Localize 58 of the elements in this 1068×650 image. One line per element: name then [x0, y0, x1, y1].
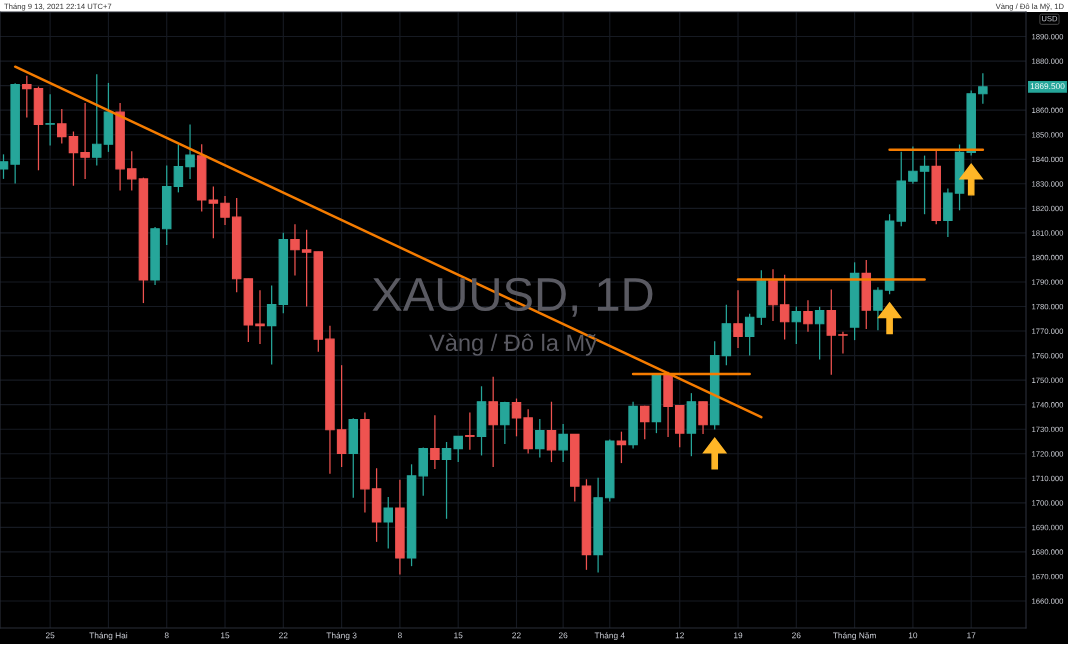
- candlestick: [185, 123, 195, 180]
- x-tick-label: 25: [45, 632, 55, 639]
- candlestick: [616, 431, 627, 464]
- candlestick: [733, 289, 743, 349]
- candlestick: [919, 154, 930, 215]
- candlestick: [57, 108, 67, 145]
- x-tick-label: Tháng Hai: [89, 632, 128, 641]
- candlestick: [336, 364, 347, 468]
- candlestick: [290, 223, 300, 277]
- candlestick: [558, 423, 568, 463]
- candlestick: [0, 153, 9, 180]
- text: 1869.500: [1030, 83, 1065, 90]
- x-tick-label: 12: [675, 632, 684, 639]
- text: Vàng / Đô la Mỹ: [429, 333, 597, 356]
- candlestick: [441, 441, 452, 520]
- candlestick: [535, 418, 545, 459]
- candlestick: [92, 73, 102, 167]
- candlestick: [791, 305, 802, 345]
- x-tick-label: 17: [967, 632, 976, 639]
- candlestick: [500, 401, 510, 445]
- candlestick: [873, 286, 883, 331]
- candlestick: [453, 435, 463, 463]
- candlestick: [511, 397, 522, 437]
- x-tick-label: 15: [221, 632, 230, 639]
- candlestick: [301, 229, 312, 308]
- candlestick: [68, 130, 79, 187]
- candlestick: [80, 102, 90, 180]
- x-tick-label: 22: [512, 632, 521, 639]
- candlestick: [126, 150, 137, 192]
- candlestick: [978, 72, 988, 105]
- candlestick: [173, 143, 184, 194]
- x-tick-label: 8: [397, 632, 402, 639]
- candlestick: [208, 185, 219, 239]
- candlestick: [838, 331, 848, 355]
- candlestick: [220, 195, 230, 226]
- x-tick-label: 26: [558, 632, 568, 639]
- candlestick: [430, 414, 440, 470]
- x-tick-label: 15: [454, 632, 463, 639]
- candlestick: [465, 411, 475, 451]
- candlestick: [803, 299, 813, 333]
- x-tick-label: 22: [279, 632, 288, 639]
- candlestick: [779, 274, 790, 341]
- candlestick: [488, 376, 498, 468]
- candlestick: [698, 401, 708, 435]
- x-tick-label: 26: [792, 632, 801, 639]
- candlestick: [814, 306, 825, 361]
- x-tick-label: 8: [164, 632, 169, 639]
- candlestick: [22, 75, 32, 119]
- candlestick: [383, 496, 393, 550]
- x-tick-label: Tháng Năm: [833, 632, 876, 641]
- x-tick-label: 19: [734, 632, 743, 639]
- candlestick: [908, 145, 918, 185]
- candlestick: [45, 93, 55, 147]
- candlestick: [546, 401, 557, 463]
- x-tick-label: Tháng 3: [326, 632, 357, 641]
- x-tick-label: Tháng 4: [594, 632, 625, 641]
- x-tick-label: 10: [908, 632, 918, 639]
- candlestick: [639, 405, 650, 440]
